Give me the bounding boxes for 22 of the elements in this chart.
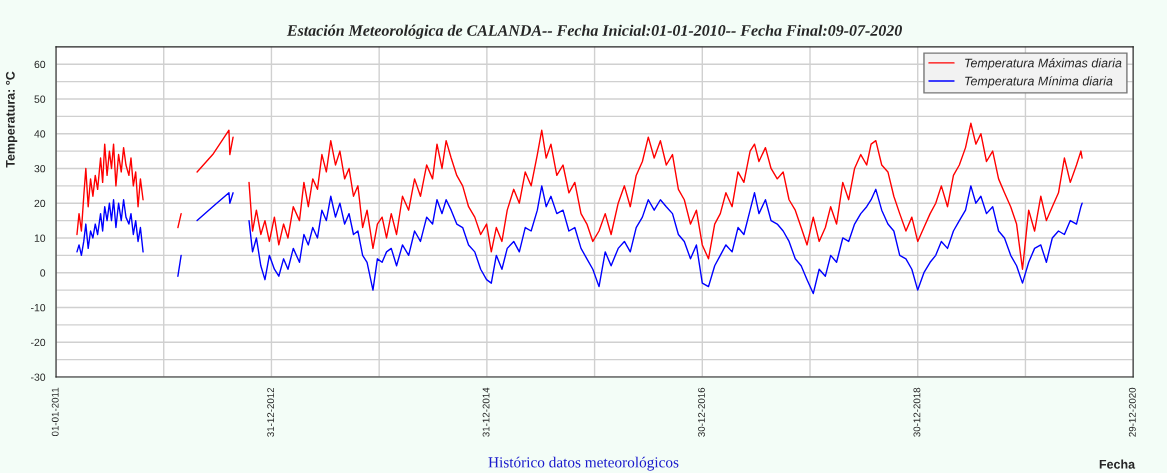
x-tick-label: 31-12-2014	[482, 387, 490, 437]
y-tick-label: -10	[31, 303, 46, 312]
y-tick-label: 40	[34, 130, 46, 138]
x-tick-label: 29-12-2020	[1128, 387, 1136, 437]
y-tick-label: -30	[31, 373, 46, 381]
y-tick-label: 10	[34, 234, 46, 242]
y-tick-label: 20	[34, 199, 46, 208]
chart-title: Estación Meteorológica de CALANDA-- Fecha Inicial:01-01-2010-- Fecha Final:09-07-2020	[286, 24, 902, 40]
y-axis-title: Temperatura: °C	[5, 71, 18, 168]
legend-label: Temperatura Máximas diaria	[965, 58, 1122, 70]
x-tick-label: 30-12-2016	[698, 387, 705, 437]
x-axis-title: Fecha	[1099, 459, 1136, 469]
x-tick-label: 30-12-2018	[913, 387, 921, 437]
y-tick-label: -20	[31, 338, 46, 347]
x-tick-label: 01-01-2011	[51, 387, 59, 437]
y-tick-label: 30	[34, 164, 46, 173]
y-tick-label: 60	[34, 60, 46, 69]
y-tick-label: 50	[34, 95, 46, 103]
legend-label: Temperatura Mínima diaria	[965, 76, 1113, 88]
text: Histórico datos meteorológicos	[488, 456, 679, 471]
x-tick-label: 31-12-2012	[267, 387, 275, 437]
y-tick-label: 0	[40, 269, 46, 277]
